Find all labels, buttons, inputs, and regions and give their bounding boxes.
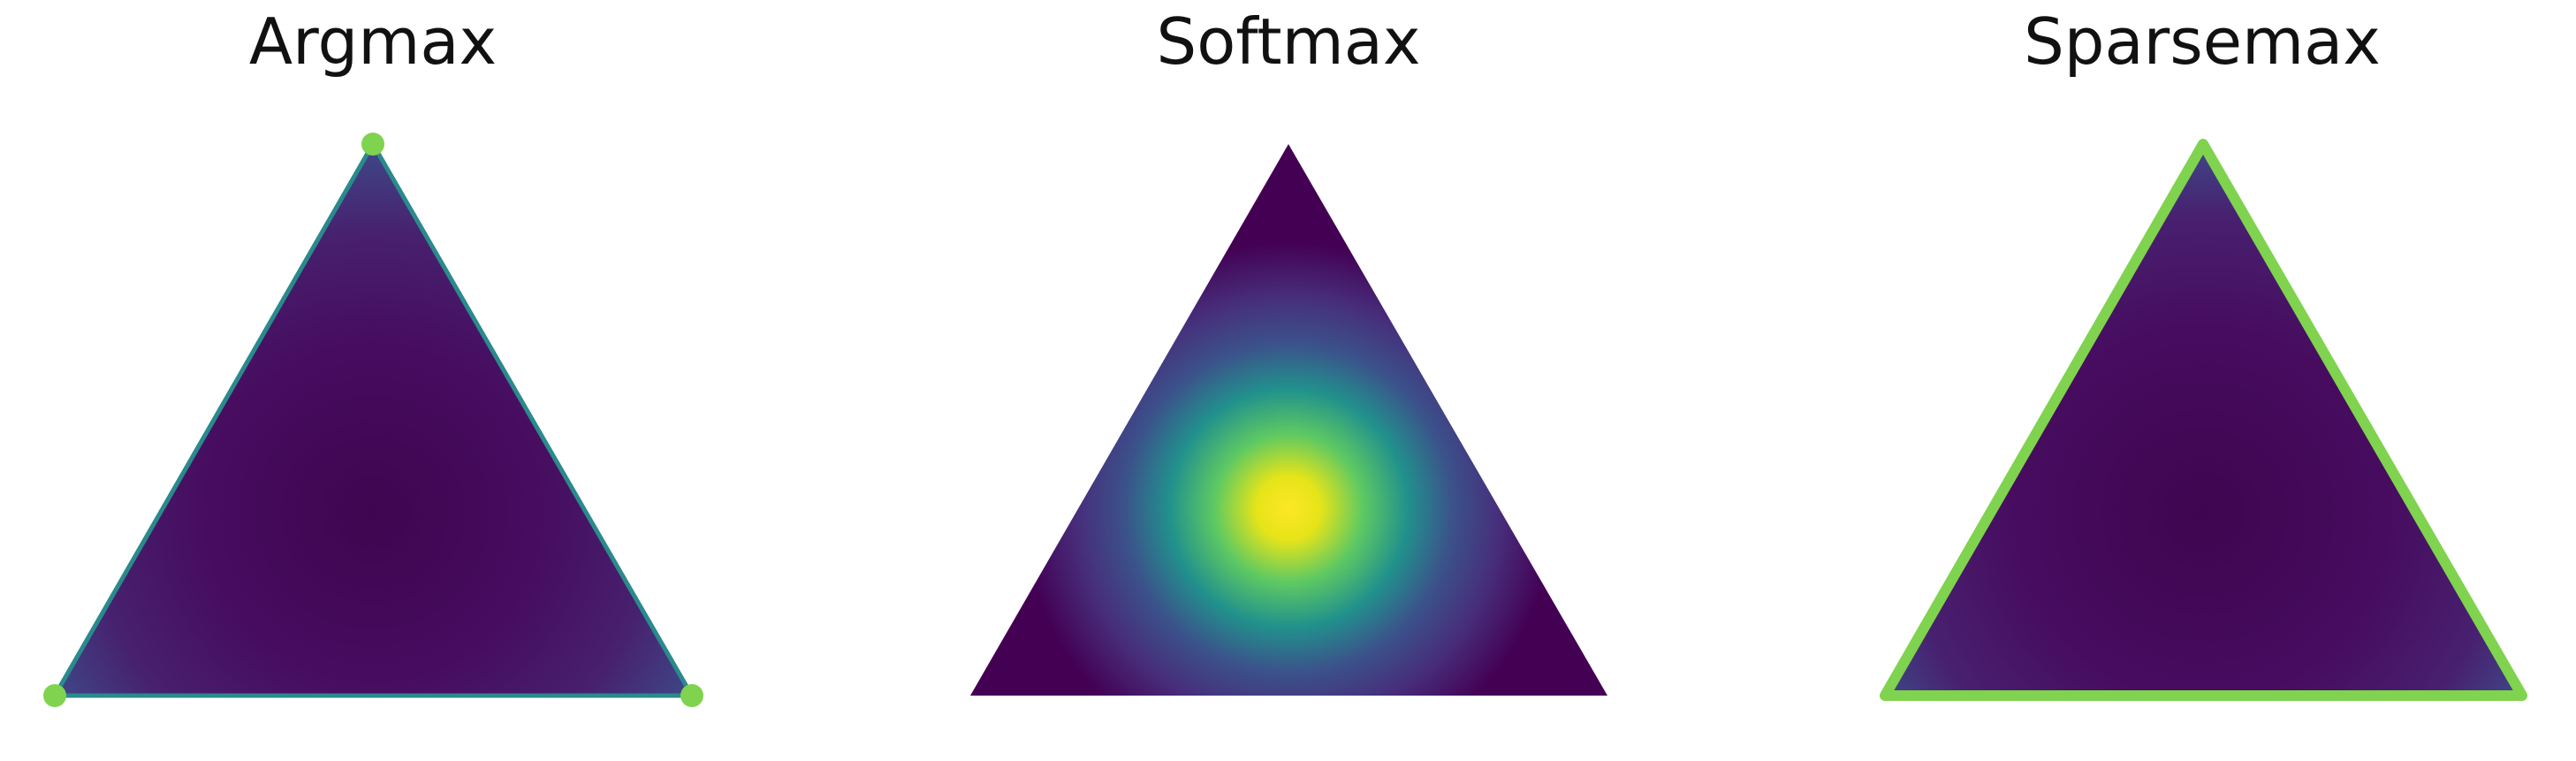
sparsemax-title: Sparsemax <box>2024 4 2381 79</box>
argmax-title: Argmax <box>248 4 498 79</box>
argmax-simplex <box>52 141 695 698</box>
sparsemax-boundary <box>1880 139 2527 701</box>
softmax-panel <box>970 144 1607 696</box>
argmax-panel <box>43 133 703 707</box>
sparsemax-simplex <box>1885 144 2522 696</box>
softmax-title: Softmax <box>1156 4 1421 79</box>
argmax-vertex-top <box>361 133 384 156</box>
softmax-simplex <box>970 144 1607 696</box>
argmax-vertex-right <box>680 684 703 707</box>
sparsemax-panel <box>1880 139 2527 701</box>
argmax-vertex-left <box>43 684 66 707</box>
